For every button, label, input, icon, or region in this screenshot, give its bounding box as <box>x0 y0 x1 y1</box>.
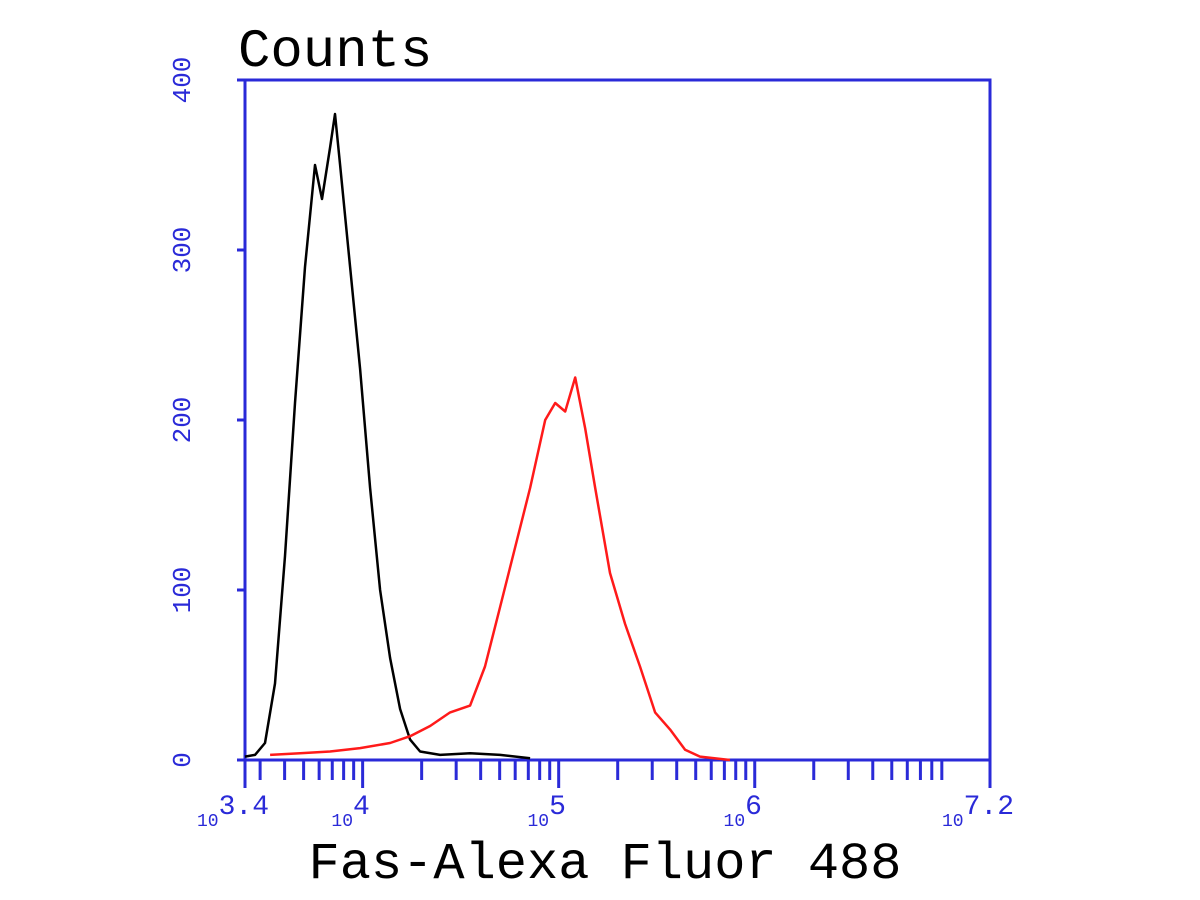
x-tick-base: 10 <box>942 812 964 832</box>
x-tick-exponent: 6 <box>745 792 762 823</box>
x-tick-base: 10 <box>724 812 746 832</box>
x-tick-label: 106 <box>724 792 762 832</box>
x-tick-base: 10 <box>331 812 353 832</box>
x-axis-label: Fas-Alexa Fluor 488 <box>309 835 902 894</box>
x-tick-label: 107.2 <box>942 792 1014 832</box>
y-tick-label: 300 <box>168 227 198 274</box>
y-tick-label: 100 <box>168 567 198 614</box>
x-tick-label: 103.4 <box>197 792 269 832</box>
x-tick-exponent: 7.2 <box>964 792 1014 823</box>
x-tick-exponent: 4 <box>353 792 370 823</box>
x-tick-exponent: 3.4 <box>219 792 269 823</box>
histogram-line <box>270 376 731 762</box>
histogram-line <box>244 112 531 760</box>
plot-frame <box>243 78 992 762</box>
x-tick-base: 10 <box>527 812 549 832</box>
x-tick-label: 104 <box>331 792 369 832</box>
y-axis-label: Counts <box>238 22 432 83</box>
x-tick-base: 10 <box>197 812 219 832</box>
x-tick-label: 105 <box>527 792 565 832</box>
x-tick-exponent: 5 <box>549 792 566 823</box>
y-tick-label: 0 <box>168 752 198 768</box>
y-tick-label: 400 <box>168 57 198 104</box>
y-tick-label: 200 <box>168 397 198 444</box>
